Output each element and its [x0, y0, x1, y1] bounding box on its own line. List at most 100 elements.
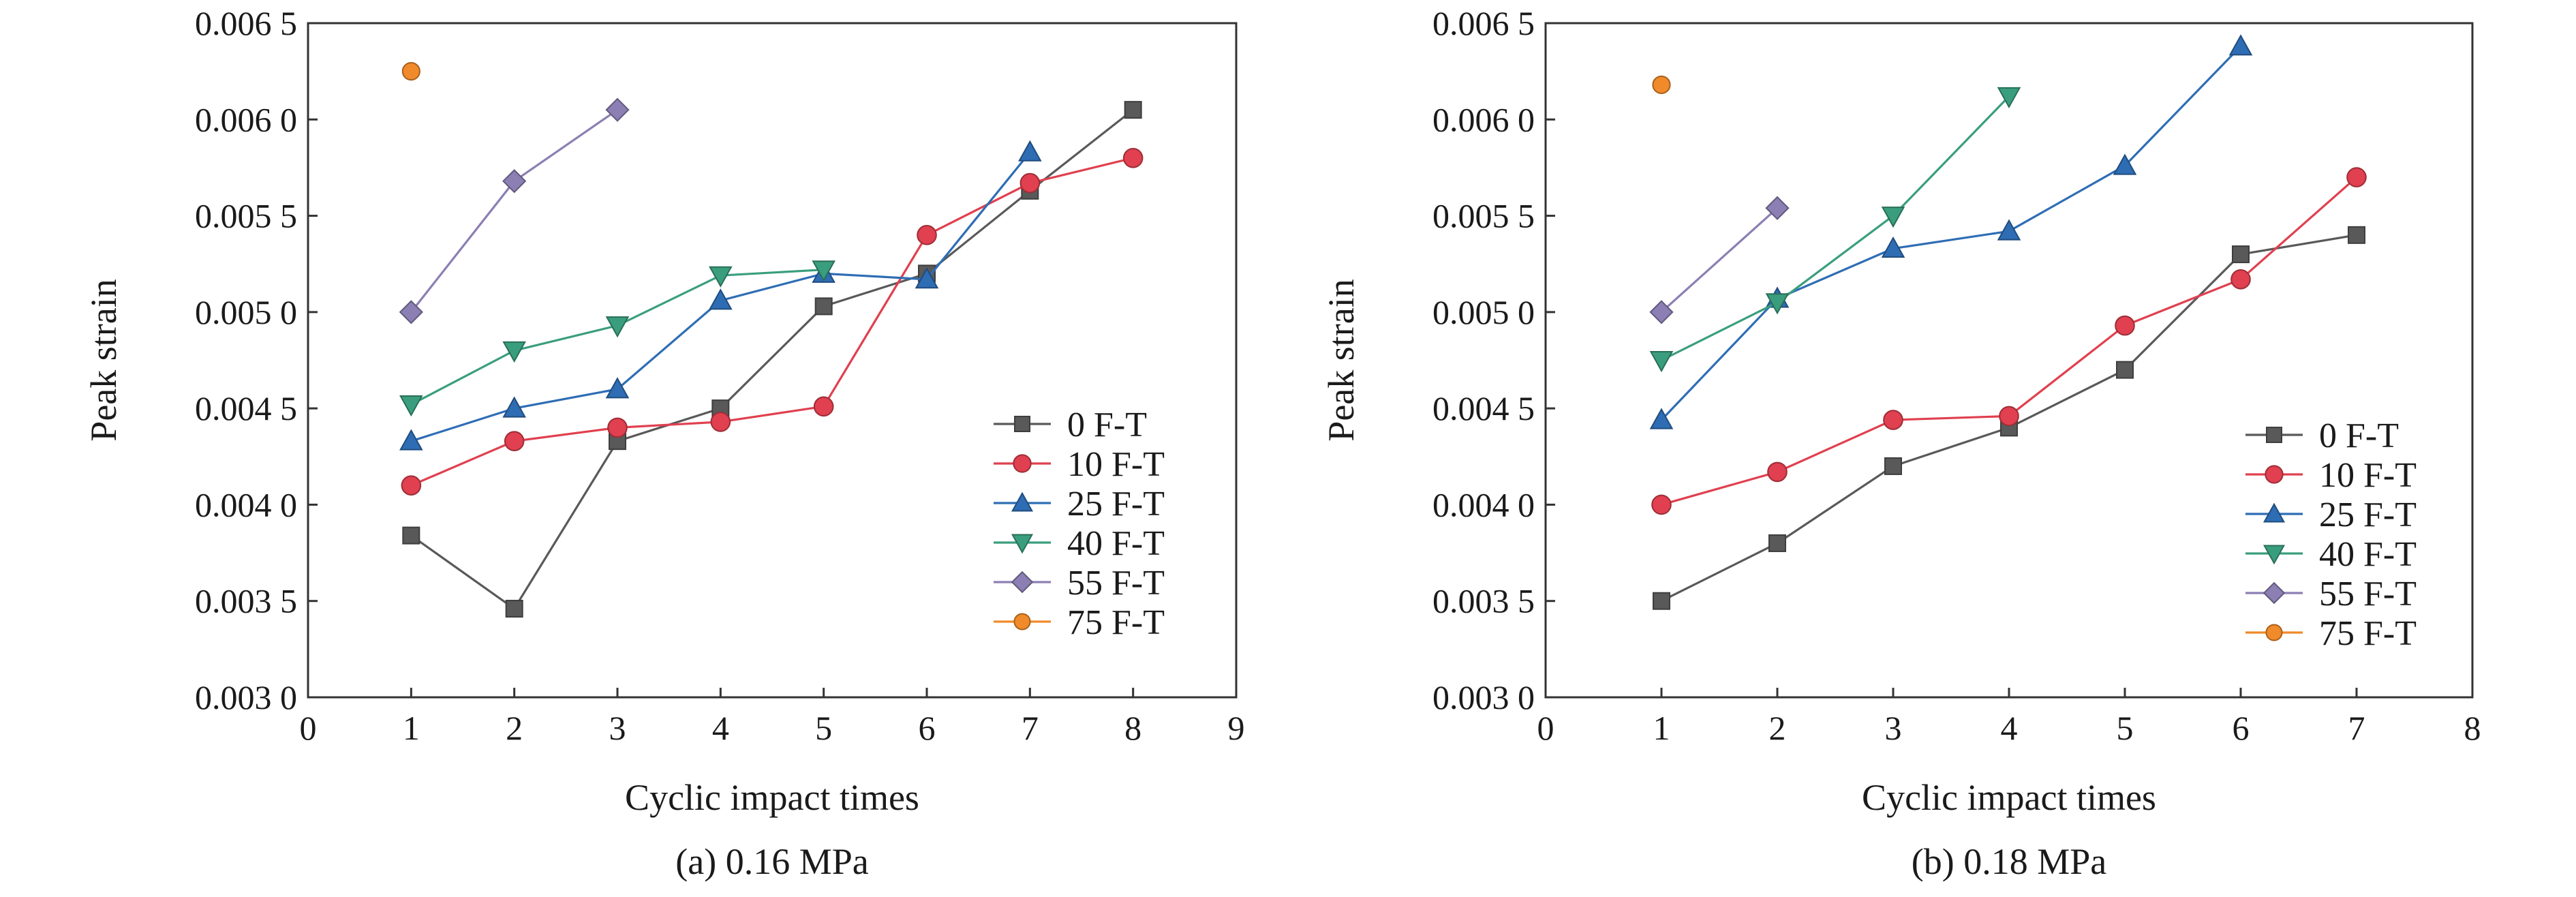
legend-marker: [1011, 534, 1033, 554]
y-tick-label: 0.004 0: [1432, 485, 1535, 523]
series-25-f-t: [399, 140, 1042, 451]
x-tick-label: 8: [2464, 709, 2481, 747]
data-point: [402, 526, 420, 545]
data-point: [502, 341, 526, 363]
x-tick-label: 4: [712, 709, 729, 747]
legend-label: 10 F-T: [1067, 445, 1165, 484]
legend-marker: [2265, 624, 2283, 641]
series-75-f-t: [1652, 75, 1671, 95]
x-tick-label: 3: [609, 709, 626, 747]
legend-marker: [1011, 491, 1033, 512]
data-point: [813, 396, 834, 417]
data-point: [1649, 300, 1674, 324]
series-0-f-t: [1653, 226, 2365, 610]
data-point: [1019, 172, 1041, 194]
data-point: [812, 260, 835, 282]
legend-marker: [2263, 545, 2285, 565]
data-point: [2116, 361, 2134, 379]
y-tick-label: 0.004 0: [195, 485, 297, 523]
data-point: [1768, 534, 1786, 552]
data-point: [1881, 207, 1905, 228]
y-tick-label: 0.003 0: [1432, 678, 1535, 716]
x-tick-label: 2: [1769, 709, 1786, 747]
y-tick-label: 0.006 5: [195, 4, 297, 42]
data-point: [709, 266, 733, 288]
data-point: [710, 412, 731, 432]
data-point: [2232, 245, 2250, 264]
data-point: [1649, 408, 1674, 429]
y-tick-label: 0.005 5: [195, 197, 297, 235]
chart-b: 0 1 2 3 4 5 6 7 8 0.003 0 0.003 5 0.004 0 0.004 5 0.0…: [1321, 4, 2481, 882]
x-tick-label: 5: [815, 709, 832, 747]
data-point: [607, 417, 628, 438]
x-axis-title: Cyclic impact times: [1862, 777, 2156, 818]
y-tick-label: 0.003 0: [195, 678, 297, 716]
series-line: [1660, 45, 2242, 421]
legend-marker: [1013, 613, 1031, 630]
y-tick-label: 0.006 0: [195, 100, 297, 138]
legend-marker: [1013, 454, 1032, 473]
data-point: [1765, 196, 1790, 220]
series-line: [1660, 207, 1779, 314]
data-point: [1881, 236, 1905, 258]
data-point: [1997, 219, 2021, 241]
x-tick-label: 4: [2001, 709, 2018, 747]
data-point: [1652, 75, 1671, 95]
x-tick-label: 6: [2233, 709, 2250, 747]
data-point: [1018, 140, 1042, 162]
data-point: [605, 377, 630, 399]
series-10-f-t: [401, 148, 1144, 496]
y-tick-label: 0.003 5: [1432, 582, 1535, 620]
legend-label: 75 F-T: [2319, 614, 2417, 653]
y-tick-label: 0.005 0: [1432, 293, 1535, 331]
data-point: [917, 225, 937, 245]
y-tick-label: 0.004 5: [1432, 389, 1535, 427]
data-point: [1765, 293, 1790, 315]
legend-label: 40 F-T: [1067, 524, 1165, 563]
x-tick-label: 3: [1885, 709, 1902, 747]
legend-marker: [2263, 502, 2285, 523]
x-axis-title: Cyclic impact times: [625, 777, 919, 818]
x-tick-label: 2: [506, 709, 523, 747]
series-10-f-t: [1651, 167, 2367, 515]
data-point: [2230, 269, 2251, 290]
legend-marker: [2265, 465, 2284, 484]
data-point: [1651, 494, 1672, 515]
data-point: [2346, 167, 2367, 187]
x-tick-label: 7: [1022, 709, 1039, 747]
data-point: [1767, 461, 1788, 483]
legend: 0 F-T10 F-T25 F-T40 F-T55 F-T75 F-T: [994, 406, 1165, 642]
data-point: [502, 396, 526, 418]
data-point: [1883, 410, 1903, 430]
series-55-f-t: [399, 97, 630, 324]
data-point: [399, 429, 423, 451]
x-tick-label: 8: [1124, 709, 1141, 747]
data-point: [1999, 406, 2019, 427]
series-line: [1661, 95, 2010, 361]
series-line: [410, 157, 1134, 487]
data-point: [814, 297, 833, 316]
x-tick-label: 0: [300, 709, 317, 747]
y-tick-label: 0.006 5: [1432, 4, 1535, 42]
data-point: [1884, 457, 1902, 475]
data-point: [1649, 351, 1674, 373]
legend-label: 55 F-T: [2319, 575, 2417, 613]
x-tick-label: 1: [1653, 709, 1670, 747]
series-25-f-t: [1649, 34, 2253, 429]
series-55-f-t: [1649, 196, 1790, 324]
y-tick-label: 0.003 5: [195, 582, 297, 620]
series-line: [410, 108, 618, 313]
data-point: [401, 62, 420, 81]
y-tick-label: 0.005 5: [1432, 197, 1535, 235]
data-point: [1653, 592, 1670, 610]
figure-caption: (b) 0.18 MPa: [1912, 841, 2107, 882]
y-tick-label: 0.006 0: [1432, 100, 1535, 138]
legend-label: 0 F-T: [1067, 406, 1147, 444]
y-tick-label: 0.005 0: [195, 293, 297, 331]
legend-marker: [2266, 427, 2282, 443]
data-point: [605, 97, 630, 122]
data-point: [1122, 148, 1144, 168]
legend-label: 25 F-T: [1067, 485, 1165, 523]
data-point: [1997, 87, 2021, 109]
